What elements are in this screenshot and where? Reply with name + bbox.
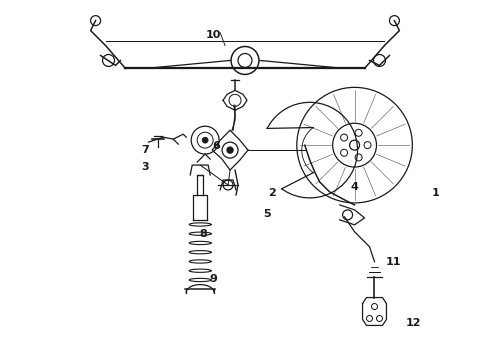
Text: 11: 11	[386, 257, 402, 267]
Text: 5: 5	[263, 209, 271, 219]
Text: 10: 10	[206, 30, 221, 40]
Text: 2: 2	[268, 188, 276, 198]
Text: 6: 6	[212, 141, 220, 151]
Text: 7: 7	[141, 144, 149, 154]
Circle shape	[227, 147, 233, 153]
Text: 4: 4	[351, 182, 359, 192]
Circle shape	[202, 137, 208, 143]
Text: 3: 3	[141, 162, 149, 172]
Text: 1: 1	[432, 188, 439, 198]
Text: 9: 9	[209, 274, 217, 284]
Text: 12: 12	[406, 319, 421, 328]
Text: 8: 8	[199, 229, 207, 239]
